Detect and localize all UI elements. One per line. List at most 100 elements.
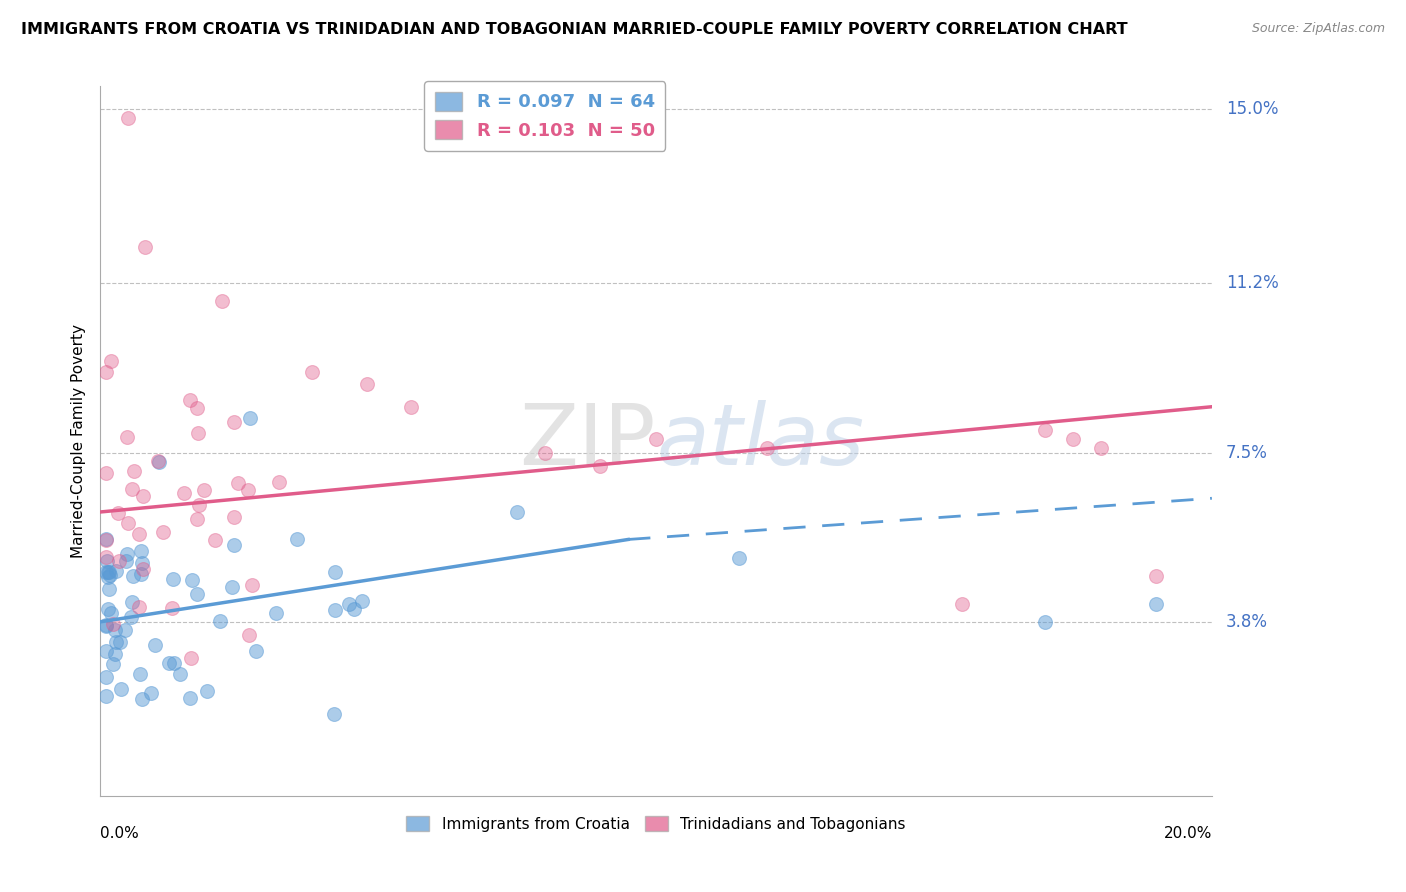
Point [222, 415, 245, 429]
Point [94, 533, 117, 547]
Point [129, 567, 152, 582]
Point [148, 455, 170, 469]
Point [114, 623, 136, 637]
Point [128, 526, 150, 541]
Point [245, 644, 267, 658]
Point [98, 567, 121, 582]
Point [238, 628, 260, 642]
Text: 3.8%: 3.8% [1226, 613, 1268, 631]
Point [506, 505, 529, 519]
Point [121, 482, 143, 496]
Point [115, 430, 138, 444]
Point [193, 483, 215, 497]
Point [352, 594, 374, 608]
Point [186, 512, 208, 526]
Point [401, 400, 423, 414]
Point [343, 601, 366, 615]
Point [950, 597, 973, 611]
Text: 20.0%: 20.0% [1164, 826, 1212, 841]
Point [97, 570, 120, 584]
Text: IMMIGRANTS FROM CROATIA VS TRINIDADIAN AND TOBAGONIAN MARRIED-COUPLE FAMILY POVE: IMMIGRANTS FROM CROATIA VS TRINIDADIAN A… [21, 22, 1128, 37]
Point [110, 681, 132, 696]
Legend: Immigrants from Croatia, Trinidadians and Tobagonians: Immigrants from Croatia, Trinidadians an… [401, 810, 911, 838]
Point [240, 578, 263, 592]
Text: ZIP: ZIP [519, 400, 657, 483]
Text: 15.0%: 15.0% [1226, 100, 1278, 119]
Point [221, 580, 243, 594]
Point [97, 602, 120, 616]
Point [301, 366, 323, 380]
Point [94, 365, 117, 379]
Point [96, 554, 118, 568]
Text: atlas: atlas [657, 400, 865, 483]
Point [160, 601, 183, 615]
Point [141, 686, 163, 700]
Point [180, 651, 202, 665]
Point [534, 445, 557, 459]
Point [117, 112, 139, 126]
Point [100, 606, 122, 620]
Point [222, 538, 245, 552]
Point [132, 562, 155, 576]
Point [264, 607, 287, 621]
Point [103, 657, 125, 671]
Point [134, 239, 156, 253]
Point [157, 656, 180, 670]
Point [239, 411, 262, 425]
Point [186, 587, 208, 601]
Y-axis label: Married-Couple Family Poverty: Married-Couple Family Poverty [72, 324, 86, 558]
Point [94, 533, 117, 548]
Point [226, 476, 249, 491]
Point [129, 544, 152, 558]
Point [195, 683, 218, 698]
Point [1033, 423, 1056, 437]
Point [209, 614, 232, 628]
Point [98, 565, 121, 579]
Point [104, 647, 127, 661]
Point [236, 483, 259, 497]
Point [105, 564, 128, 578]
Point [146, 453, 169, 467]
Point [94, 670, 117, 684]
Point [100, 354, 122, 368]
Point [169, 667, 191, 681]
Point [188, 498, 211, 512]
Point [211, 294, 233, 309]
Point [103, 616, 125, 631]
Point [131, 692, 153, 706]
Point [222, 510, 245, 524]
Point [117, 516, 139, 530]
Point [115, 554, 138, 568]
Point [1144, 597, 1167, 611]
Point [128, 599, 150, 614]
Point [94, 565, 117, 579]
Point [728, 550, 751, 565]
Point [121, 594, 143, 608]
Point [132, 489, 155, 503]
Point [129, 667, 152, 681]
Point [94, 467, 117, 481]
Point [325, 602, 347, 616]
Point [131, 556, 153, 570]
Point [104, 623, 127, 637]
Point [179, 690, 201, 705]
Point [173, 486, 195, 500]
Point [143, 638, 166, 652]
Point [267, 475, 290, 490]
Point [94, 644, 117, 658]
Point [98, 582, 121, 596]
Point [589, 459, 612, 474]
Point [115, 547, 138, 561]
Point [356, 376, 378, 391]
Point [120, 610, 142, 624]
Point [105, 634, 128, 648]
Point [110, 635, 132, 649]
Text: Source: ZipAtlas.com: Source: ZipAtlas.com [1251, 22, 1385, 36]
Text: 0.0%: 0.0% [100, 826, 139, 841]
Point [756, 441, 779, 455]
Point [187, 425, 209, 440]
Point [204, 533, 226, 547]
Point [186, 401, 208, 416]
Point [97, 566, 120, 580]
Point [152, 524, 174, 539]
